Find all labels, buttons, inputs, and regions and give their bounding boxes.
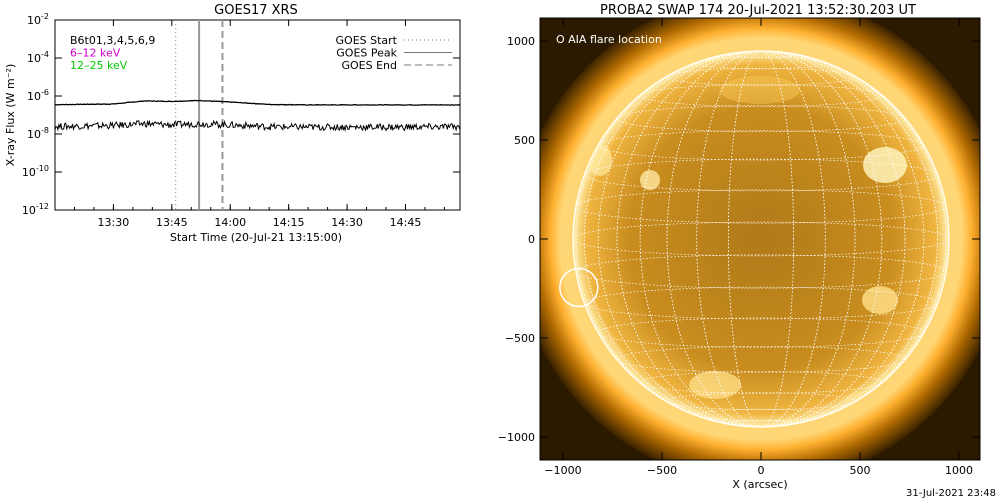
goes-y-tick-base: 10 <box>22 204 36 217</box>
grid-latitude-line <box>696 408 826 422</box>
grid-latitude-line <box>666 392 856 410</box>
swap-x-axis: −1000 −500 0 500 1000 <box>544 18 973 477</box>
goes-chart-title: GOES17 XRS <box>214 3 298 18</box>
goes-x-tick-label: 13:30 <box>98 216 130 229</box>
grid-longitude-line <box>639 51 883 427</box>
goes-y-tick-exp: -6 <box>41 88 49 97</box>
goes-y-tick-base: 10 <box>27 52 41 65</box>
solar-disk <box>573 51 949 427</box>
swap-panel: PROBA2 SWAP 174 20-Jul-2021 13:52:30.203… <box>498 3 981 491</box>
goes-y-tick-label: 10-6 <box>27 88 49 103</box>
goes-y-tick-base: 10 <box>27 128 41 141</box>
grid-longitude-line <box>728 51 794 427</box>
swap-x-tick-label: 1000 <box>945 464 973 477</box>
goes-x-tick-label: 14:00 <box>214 216 246 229</box>
goes-x-tick-label: 13:45 <box>156 216 188 229</box>
swap-x-tick-label: 0 <box>758 464 765 477</box>
swap-y-tick-label: 1000 <box>507 35 535 48</box>
goes-x-axis: 13:30 13:45 14:00 14:15 14:30 14:45 <box>54 20 445 229</box>
grid-longitude-line <box>666 51 856 427</box>
goes-plot-frame <box>54 19 461 211</box>
swap-y-tick-label: −1000 <box>498 431 535 444</box>
goes-x-tick-label: 14:45 <box>390 216 422 229</box>
grid-latitude-line <box>573 221 949 257</box>
aia-flare-location-marker <box>559 267 599 308</box>
swap-y-tick-label: −500 <box>505 332 535 345</box>
grid-longitude-line <box>616 51 906 427</box>
goes-x-tick-label: 14:15 <box>273 216 305 229</box>
goes-x-tick-label: 14:30 <box>331 216 363 229</box>
active-regions <box>588 76 907 408</box>
goes-y-tick-label: 10-2 <box>27 12 49 27</box>
heliographic-grid <box>573 51 949 427</box>
swap-y-axis: 1000 500 0 −500 −1000 <box>498 35 980 444</box>
goes-y-tick-base: 10 <box>27 14 41 27</box>
goes-channel-legend-item: 12–25 keV <box>70 59 128 72</box>
goes-y-axis-label: X-ray Flux (W m⁻²) <box>4 64 17 166</box>
goes-y-tick-base: 10 <box>22 166 36 179</box>
goes-series-group <box>54 99 461 132</box>
swap-x-tick-label: −500 <box>647 464 677 477</box>
goes-event-lines <box>175 20 224 210</box>
goes-event-legend-item: GOES Peak <box>336 47 397 60</box>
swap-y-tick-label: 500 <box>514 134 535 147</box>
goes-series-line-high <box>54 99 461 106</box>
goes-y-tick-label: 10-4 <box>27 50 49 65</box>
swap-image-title: PROBA2 SWAP 174 20-Jul-2021 13:52:30.203… <box>600 3 916 18</box>
swap-x-axis-label: X (arcsec) <box>732 478 787 491</box>
swap-x-tick-label: −1000 <box>544 464 581 477</box>
grid-longitude-line <box>575 51 947 427</box>
goes-y-tick-exp: -10 <box>36 164 49 173</box>
footer-timestamp: 31-Jul-2021 23:48 <box>906 488 996 499</box>
limb-outline <box>572 50 950 428</box>
swap-legend-flare: O AIA flare location <box>556 33 662 46</box>
goes-x-axis-label: Start Time (20-Jul-21 13:15:00) <box>170 231 342 244</box>
goes-channel-legend-item: B6t01,3,4,5,6,9 <box>70 34 155 47</box>
goes-channel-legend-item: 6–12 keV <box>70 47 121 60</box>
goes-y-tick-exp: -4 <box>41 50 49 59</box>
goes-series-line-low <box>54 119 461 132</box>
goes-y-tick-exp: -2 <box>41 12 49 21</box>
grid-longitude-line <box>583 51 939 427</box>
goes-y-tick-label: 10-10 <box>22 164 49 179</box>
goes-y-tick-exp: -8 <box>41 126 49 135</box>
swap-sun-image <box>540 18 980 460</box>
goes-y-tick-label: 10-12 <box>22 202 49 217</box>
goes-event-legend-item: GOES End <box>341 59 397 72</box>
goes-y-tick-base: 10 <box>27 90 41 103</box>
grid-longitude-line <box>597 51 925 427</box>
grid-latitude-line <box>728 51 794 58</box>
goes-y-tick-exp: -12 <box>36 202 49 211</box>
swap-x-tick-label: 500 <box>850 464 871 477</box>
goes-y-tick-label: 10-8 <box>27 126 49 141</box>
swap-y-tick-label: 0 <box>528 233 535 246</box>
goes-event-legend-item: GOES Start <box>336 34 398 47</box>
grid-longitude-line <box>696 51 826 427</box>
goes-panel: GOES17 XRS 13:30 13:45 14:00 14:15 14:30 14:4… <box>4 3 461 244</box>
